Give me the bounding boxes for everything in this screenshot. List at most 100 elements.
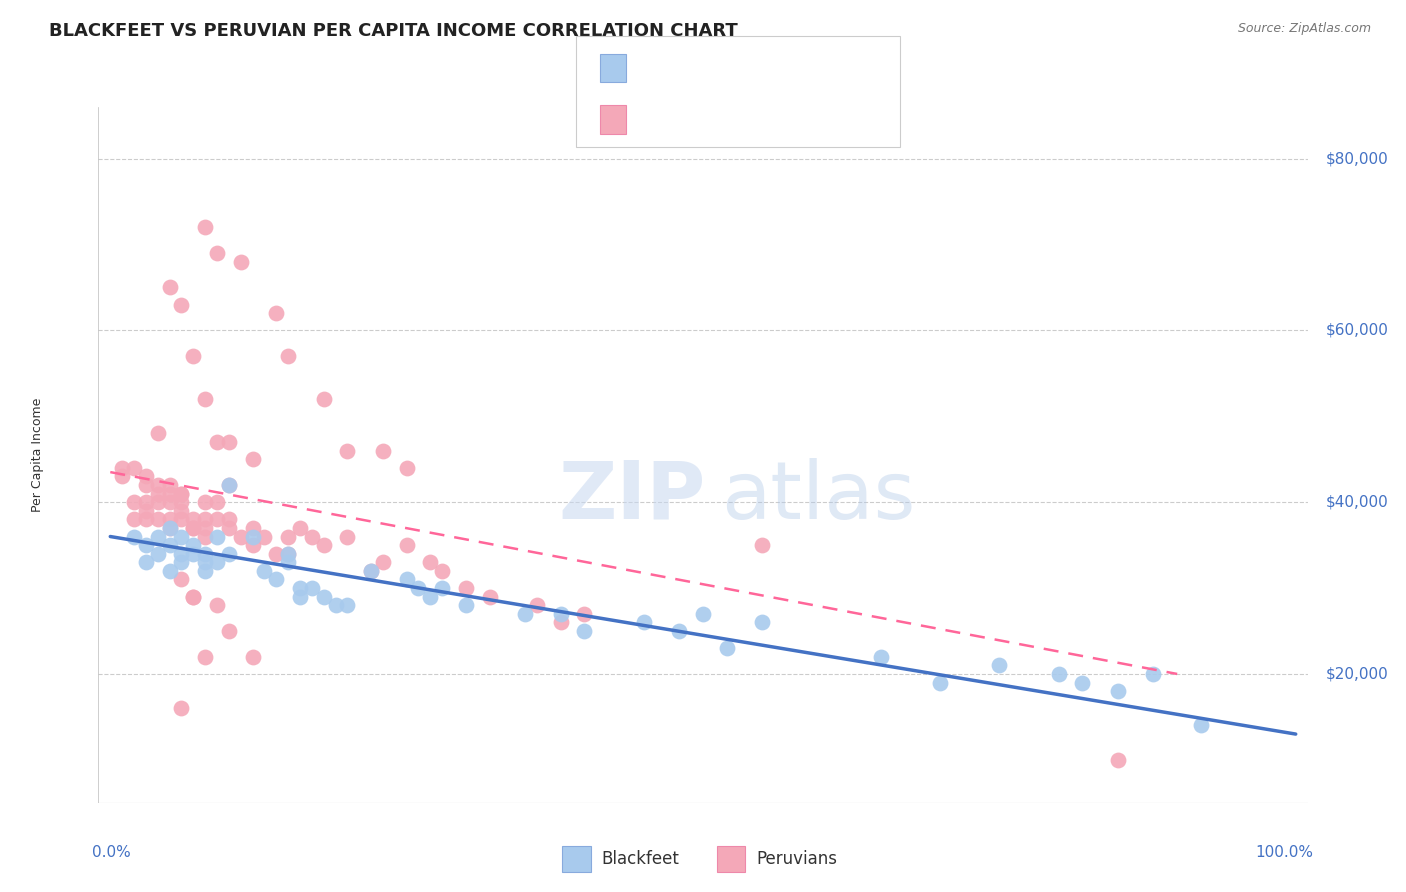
Point — [277, 529, 299, 543]
Point — [1142, 667, 1164, 681]
Point — [1047, 667, 1070, 681]
Point — [205, 529, 228, 543]
Text: N = 53: N = 53 — [727, 59, 800, 77]
Point — [205, 435, 228, 450]
Point — [194, 512, 217, 526]
Point — [170, 504, 193, 518]
Point — [288, 581, 311, 595]
Point — [122, 460, 145, 475]
Point — [716, 641, 738, 656]
Point — [869, 649, 891, 664]
Point — [242, 529, 264, 543]
Point — [550, 615, 572, 630]
Point — [432, 564, 454, 578]
Point — [312, 590, 335, 604]
Text: $80,000: $80,000 — [1326, 151, 1389, 166]
Point — [181, 547, 204, 561]
Text: R =: R = — [640, 59, 676, 77]
Point — [181, 538, 204, 552]
Point — [988, 658, 1011, 673]
Point — [135, 555, 157, 569]
Text: N = 85: N = 85 — [727, 111, 800, 128]
Point — [135, 512, 157, 526]
Point — [111, 469, 134, 483]
Point — [751, 615, 773, 630]
Point — [360, 564, 382, 578]
Point — [242, 538, 264, 552]
Point — [122, 495, 145, 509]
Point — [122, 529, 145, 543]
Text: -0.589: -0.589 — [671, 59, 724, 77]
Point — [301, 529, 323, 543]
Text: $20,000: $20,000 — [1326, 666, 1389, 681]
Point — [242, 521, 264, 535]
Point — [170, 297, 193, 311]
Point — [159, 280, 181, 294]
Point — [301, 581, 323, 595]
Point — [218, 478, 240, 492]
Point — [264, 573, 287, 587]
Text: 0.0%: 0.0% — [93, 845, 131, 860]
Text: -0.267: -0.267 — [671, 111, 724, 128]
Point — [229, 254, 252, 268]
Point — [205, 555, 228, 569]
Text: $60,000: $60,000 — [1326, 323, 1389, 338]
Point — [371, 443, 394, 458]
Point — [336, 443, 359, 458]
Point — [526, 599, 548, 613]
Point — [277, 547, 299, 561]
Text: Per Capita Income: Per Capita Income — [31, 398, 44, 512]
Point — [218, 478, 240, 492]
Point — [360, 564, 382, 578]
Point — [111, 460, 134, 475]
Point — [194, 220, 217, 235]
Point — [194, 392, 217, 406]
Point — [194, 555, 217, 569]
Point — [135, 495, 157, 509]
Point — [1107, 753, 1129, 767]
Point — [194, 649, 217, 664]
Point — [146, 512, 169, 526]
Point — [454, 599, 477, 613]
Point — [181, 590, 204, 604]
Point — [205, 512, 228, 526]
Point — [336, 529, 359, 543]
Point — [218, 624, 240, 638]
Point — [242, 649, 264, 664]
Point — [181, 521, 204, 535]
Point — [205, 599, 228, 613]
Point — [1071, 675, 1094, 690]
Point — [432, 581, 454, 595]
Point — [181, 590, 204, 604]
Point — [312, 538, 335, 552]
Text: $40,000: $40,000 — [1326, 495, 1389, 509]
Point — [1189, 718, 1212, 732]
Point — [146, 426, 169, 441]
Point — [159, 512, 181, 526]
Point — [135, 469, 157, 483]
Point — [170, 486, 193, 500]
Point — [194, 547, 217, 561]
Point — [218, 521, 240, 535]
Text: 100.0%: 100.0% — [1256, 845, 1313, 860]
Point — [181, 512, 204, 526]
Text: BLACKFEET VS PERUVIAN PER CAPITA INCOME CORRELATION CHART: BLACKFEET VS PERUVIAN PER CAPITA INCOME … — [49, 22, 738, 40]
Point — [159, 478, 181, 492]
Point — [170, 547, 193, 561]
Point — [159, 521, 181, 535]
Point — [170, 529, 193, 543]
Point — [170, 573, 193, 587]
Point — [336, 599, 359, 613]
Point — [277, 349, 299, 363]
Point — [633, 615, 655, 630]
Point — [312, 392, 335, 406]
Point — [170, 512, 193, 526]
Point — [205, 246, 228, 260]
Point — [218, 547, 240, 561]
Point — [668, 624, 690, 638]
Point — [277, 555, 299, 569]
Point — [170, 701, 193, 715]
Point — [454, 581, 477, 595]
Point — [478, 590, 501, 604]
Point — [395, 538, 418, 552]
